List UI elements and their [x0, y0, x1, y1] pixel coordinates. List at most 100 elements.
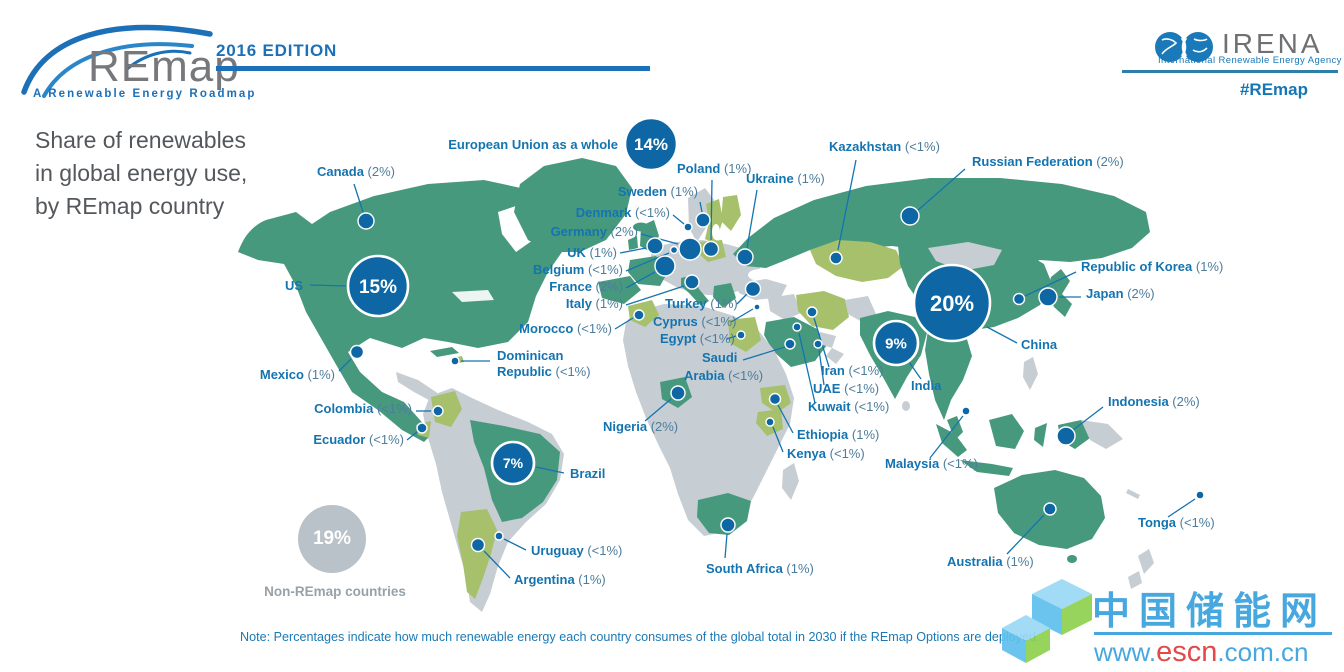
share-dot[interactable] — [494, 531, 504, 541]
share-dot[interactable] — [416, 422, 428, 434]
share-dot[interactable] — [678, 237, 702, 261]
share-dot[interactable] — [633, 309, 645, 321]
share-dot[interactable] — [792, 322, 802, 332]
share-dot[interactable] — [784, 338, 796, 350]
country-marker-ethiopia[interactable]: Ethiopia (1%) — [768, 392, 880, 443]
country-marker-australia[interactable]: Australia (1%) — [947, 502, 1057, 569]
country-marker-iran[interactable]: Iran (<1%) — [806, 306, 884, 378]
share-dot[interactable] — [1043, 502, 1057, 516]
share-dot[interactable] — [450, 356, 460, 366]
share-bubble[interactable] — [872, 319, 920, 367]
irena-underline — [1122, 70, 1338, 73]
share-dot[interactable] — [736, 248, 754, 266]
share-dot[interactable] — [1012, 292, 1026, 306]
country-marker-kazakhstan[interactable]: Kazakhstan (<1%) — [829, 139, 940, 265]
share-dot[interactable] — [432, 405, 444, 417]
share-dot[interactable] — [670, 385, 686, 401]
country-marker-kuwait[interactable]: Kuwait (<1%) — [792, 322, 889, 414]
share-dot[interactable] — [765, 417, 775, 427]
share-dot[interactable] — [470, 537, 486, 553]
country-marker-poland[interactable]: Poland (1%) — [677, 161, 751, 258]
share-dot[interactable] — [720, 517, 736, 533]
country-marker-uruguay[interactable]: Uruguay (<1%) — [494, 531, 622, 558]
country-marker-brazil[interactable]: 7% Brazil — [490, 440, 605, 486]
share-bubble[interactable] — [623, 116, 679, 172]
share-dot[interactable] — [357, 212, 375, 230]
country-marker-us[interactable]: 15% US — [285, 254, 410, 318]
country-label: Dominican — [497, 348, 564, 363]
country-marker-germany[interactable]: Germany (2%) — [551, 224, 702, 261]
leader-line — [338, 358, 352, 372]
share-dot[interactable] — [961, 406, 971, 416]
country-label: Japan (2%) — [1086, 286, 1155, 301]
country-marker-kenya[interactable]: Kenya (<1%) — [765, 417, 865, 461]
country-marker-france[interactable]: France (2%) — [549, 255, 676, 294]
country-label: Canada (2%) — [317, 164, 395, 179]
share-bubble[interactable] — [490, 440, 536, 486]
share-dot[interactable] — [1038, 287, 1058, 307]
share-dot[interactable] — [349, 344, 365, 360]
country-marker-morocco[interactable]: Morocco (<1%) — [519, 309, 645, 336]
country-marker-argentina[interactable]: Argentina (1%) — [470, 537, 606, 588]
share-dot[interactable] — [683, 222, 693, 232]
share-dot[interactable] — [654, 255, 676, 277]
share-dot[interactable] — [669, 245, 679, 255]
share-dot[interactable] — [684, 274, 700, 290]
country-marker-china[interactable]: 20% China — [912, 263, 1058, 352]
country-marker-canada[interactable]: Canada (2%) — [317, 164, 395, 230]
leader-line — [772, 426, 784, 453]
country-marker-ukraine[interactable]: Ukraine (1%) — [736, 171, 825, 266]
country-marker-sweden[interactable]: Sweden (1%) — [618, 184, 711, 228]
share-dot[interactable] — [736, 330, 746, 340]
country-marker-tonga[interactable]: Tonga (<1%) — [1138, 490, 1215, 530]
share-dot[interactable] — [1056, 426, 1076, 446]
share-dot[interactable] — [753, 303, 761, 311]
leader-line — [777, 404, 794, 434]
country-marker-ecuador[interactable]: Ecuador (<1%) — [313, 422, 428, 447]
legend-non-remap-value: 19% — [312, 528, 352, 549]
share-dot[interactable] — [768, 392, 782, 406]
page-title-line1: Share of renewables — [35, 127, 246, 153]
country-marker-turkey[interactable]: Turkey (1%) — [665, 280, 762, 312]
share-dot[interactable] — [829, 251, 843, 265]
country-label: Uruguay (<1%) — [531, 543, 622, 558]
country-marker-south-africa[interactable]: South Africa (1%) — [706, 517, 814, 576]
share-dot[interactable] — [813, 339, 823, 349]
share-dot[interactable] — [744, 280, 762, 298]
country-label: Mexico (1%) — [260, 367, 335, 382]
country-marker-republic-of-korea[interactable]: Republic of Korea (1%) — [1012, 259, 1224, 306]
country-marker-uae[interactable]: UAE (<1%) — [813, 339, 879, 396]
country-marker-india[interactable]: 9% India — [872, 319, 942, 393]
watermark-underline — [1094, 632, 1332, 635]
country-marker-italy[interactable]: Italy (1%) — [566, 274, 700, 311]
country-marker-cyprus[interactable]: Cyprus (<1%) — [653, 303, 761, 329]
country-marker-egypt[interactable]: Egypt (<1%) — [660, 330, 746, 346]
share-dot[interactable] — [646, 237, 664, 255]
share-dot[interactable] — [695, 212, 711, 228]
country-marker-european-union[interactable]: 14% European Union as a whole — [448, 116, 679, 172]
share-dot[interactable] — [806, 306, 818, 318]
country-marker-indonesia[interactable]: Indonesia (2%) — [1056, 394, 1200, 446]
country-marker-mexico[interactable]: Mexico (1%) — [260, 344, 365, 383]
country-label: European Union as a whole — [448, 137, 618, 152]
country-marker-japan[interactable]: Japan (2%) — [1038, 286, 1155, 307]
country-label: UAE (<1%) — [813, 381, 879, 396]
country-marker-uk[interactable]: UK (1%) — [567, 237, 664, 260]
country-label: India — [911, 378, 942, 393]
share-dot[interactable] — [900, 206, 920, 226]
country-marker-colombia[interactable]: Colombia (<1%) — [314, 401, 444, 417]
share-dot[interactable] — [1195, 490, 1205, 500]
country-label: Ecuador (<1%) — [313, 432, 404, 447]
country-marker-saudi-arabia[interactable]: Saudi Arabia (<1%) — [684, 338, 796, 383]
leader-line — [644, 398, 672, 422]
country-label: Brazil — [570, 466, 605, 481]
country-marker-russian-federation[interactable]: Russian Federation (2%) — [900, 154, 1124, 226]
country-marker-denmark[interactable]: Denmark (<1%) — [576, 205, 693, 232]
share-dot[interactable] — [702, 240, 720, 258]
country-marker-malaysia[interactable]: Malaysia (<1%) — [885, 406, 978, 471]
country-marker-nigeria[interactable]: Nigeria (2%) — [603, 385, 686, 434]
share-bubble[interactable] — [912, 263, 992, 343]
share-bubble[interactable] — [346, 254, 410, 318]
